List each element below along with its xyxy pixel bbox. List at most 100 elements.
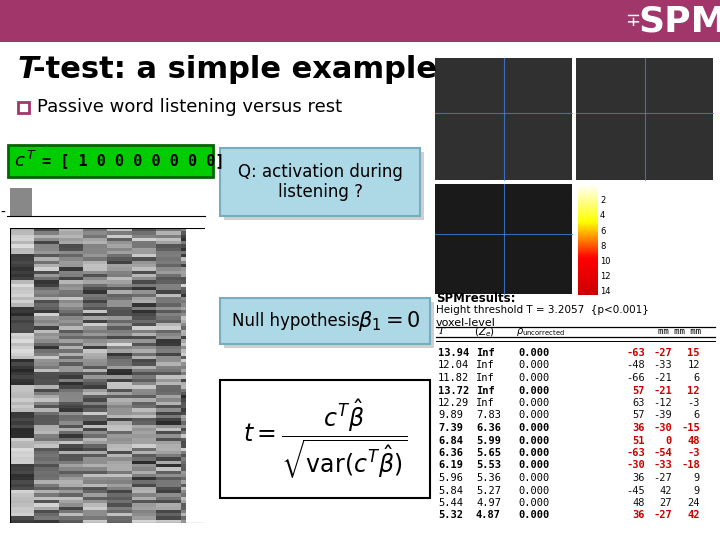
Bar	[578, 234, 598, 235]
Text: SPM: SPM	[638, 4, 720, 38]
Bar	[578, 278, 598, 279]
Bar	[578, 241, 598, 242]
Text: 12: 12	[600, 272, 611, 281]
Text: 0.000: 0.000	[518, 373, 549, 383]
Bar	[578, 258, 598, 259]
Bar	[578, 202, 598, 204]
Bar	[578, 190, 598, 191]
Bar	[578, 222, 598, 223]
Bar	[578, 225, 598, 226]
Text: 13.94: 13.94	[438, 348, 469, 358]
Bar	[578, 256, 598, 257]
Bar	[578, 241, 598, 242]
Text: voxel-level: voxel-level	[436, 318, 496, 328]
Bar	[578, 228, 598, 229]
Bar	[578, 252, 598, 253]
Text: 5.65: 5.65	[476, 448, 501, 458]
Text: 48: 48	[688, 435, 700, 445]
Bar	[578, 205, 598, 206]
Bar	[578, 189, 598, 190]
Bar	[578, 293, 598, 294]
Bar	[578, 263, 598, 264]
Text: -21: -21	[653, 386, 672, 395]
Text: 5.36: 5.36	[476, 473, 501, 483]
Bar	[578, 234, 598, 235]
Bar	[578, 266, 598, 267]
Text: 9.89: 9.89	[438, 410, 463, 421]
Bar	[578, 231, 598, 232]
Bar	[578, 264, 598, 265]
Bar	[578, 290, 598, 291]
Text: 0.000: 0.000	[518, 361, 549, 370]
Text: 12.04: 12.04	[438, 361, 469, 370]
Bar	[578, 210, 598, 211]
Bar	[578, 252, 598, 253]
Text: -27: -27	[653, 348, 672, 358]
Text: Passive word listening versus rest: Passive word listening versus rest	[37, 98, 342, 116]
Bar	[578, 226, 598, 227]
Text: -33: -33	[653, 461, 672, 470]
Text: 9: 9	[694, 485, 700, 496]
Text: -3: -3	[688, 448, 700, 458]
Bar	[578, 248, 598, 249]
Bar	[578, 224, 598, 225]
Bar	[578, 269, 598, 271]
Text: 13.72: 13.72	[438, 386, 469, 395]
Text: ∓: ∓	[625, 12, 640, 30]
Bar	[578, 260, 598, 261]
Bar	[578, 282, 598, 283]
Bar	[578, 200, 598, 201]
Bar	[578, 212, 598, 213]
Bar	[578, 195, 598, 197]
Text: 0: 0	[666, 435, 672, 445]
Bar	[578, 278, 598, 279]
Bar	[578, 233, 598, 234]
Bar	[578, 209, 598, 210]
Bar	[578, 284, 598, 285]
Bar	[578, 221, 598, 222]
Text: 9: 9	[694, 473, 700, 483]
Text: Inf: Inf	[476, 348, 495, 358]
Text: 6: 6	[694, 410, 700, 421]
Bar	[578, 213, 598, 214]
Bar	[8, 145, 213, 177]
Bar	[578, 230, 598, 231]
Bar	[578, 277, 598, 278]
Bar	[220, 380, 430, 498]
Bar	[578, 292, 598, 293]
Bar	[578, 271, 598, 272]
Bar	[578, 204, 598, 205]
Text: 0.000: 0.000	[518, 461, 549, 470]
Bar	[578, 231, 598, 232]
Bar	[578, 193, 598, 194]
Bar	[578, 201, 598, 202]
Bar	[578, 217, 598, 218]
Text: 5.99: 5.99	[476, 435, 501, 445]
Text: 0.000: 0.000	[518, 510, 549, 521]
Text: -30: -30	[626, 461, 645, 470]
Bar	[578, 247, 598, 248]
Bar	[578, 214, 598, 215]
Bar	[578, 235, 598, 236]
Text: 0.000: 0.000	[518, 448, 549, 458]
Bar	[576, 58, 713, 180]
Bar	[578, 259, 598, 260]
Bar	[578, 293, 598, 294]
Bar	[578, 227, 598, 228]
Bar	[578, 219, 598, 220]
Text: 10: 10	[600, 256, 611, 266]
Bar	[578, 282, 598, 284]
Text: -63: -63	[626, 448, 645, 458]
Bar	[578, 249, 598, 250]
Text: 5.53: 5.53	[476, 461, 501, 470]
Bar	[578, 272, 598, 273]
Bar	[578, 254, 598, 255]
Text: 6: 6	[694, 373, 700, 383]
Bar	[578, 192, 598, 193]
Bar	[578, 212, 598, 213]
Text: Q: activation during
listening ?: Q: activation during listening ?	[238, 163, 402, 201]
Text: 0.000: 0.000	[518, 485, 549, 496]
Bar	[578, 253, 598, 254]
Text: 0.000: 0.000	[518, 423, 549, 433]
Text: -33: -33	[653, 361, 672, 370]
